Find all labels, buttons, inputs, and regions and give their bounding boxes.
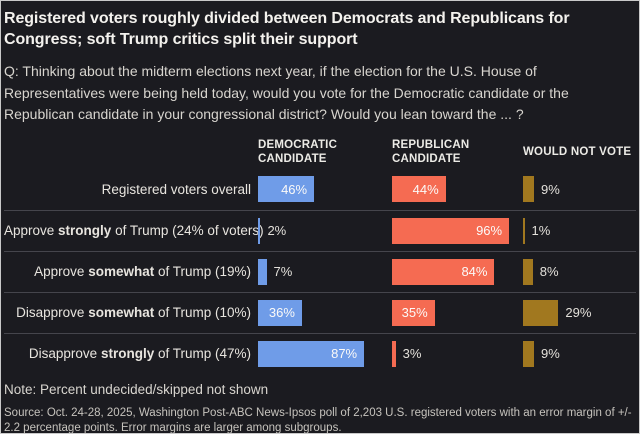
bar-would-not-vote [523, 217, 525, 244]
value-label: 36% [268, 305, 295, 320]
row-label: Disapprove strongly of Trump (47%) [28, 346, 251, 361]
value-label: 96% [476, 223, 503, 238]
row-label: Registered voters overall [101, 181, 251, 197]
bar-cell-republican: 96% [392, 211, 523, 251]
value-label: 7% [273, 264, 293, 279]
value-label: 3% [402, 346, 422, 361]
bar-republican: 35% [392, 299, 435, 326]
chart-source: Source: Oct. 24-28, 2025, Washington Pos… [4, 406, 632, 434]
column-header-democratic: DEMOCRATIC CANDIDATE [258, 138, 338, 165]
value-label: 8% [539, 264, 559, 279]
bar-cell-democratic: 36% [258, 293, 392, 333]
chart-title: Registered voters roughly divided betwee… [4, 10, 570, 48]
bar-would-not-vote [523, 176, 534, 202]
bar-chart: DEMOCRATIC CANDIDATE REPUBLICAN CANDIDAT… [4, 135, 636, 374]
bar-republican: 44% [392, 176, 446, 202]
chart-row: Registered voters overall 46% 44% 9% [4, 169, 636, 210]
bar-democratic: 36% [258, 299, 302, 326]
value-label: 87% [331, 346, 358, 361]
bar-cell-republican: 44% [392, 169, 523, 210]
bar-cell-would-not-vote: 9% [523, 334, 636, 374]
bar-would-not-vote [523, 258, 533, 285]
value-label: 9% [540, 181, 560, 197]
bar-cell-democratic: 87% [258, 334, 392, 374]
poll-question-text: Q: Thinking about the midterm elections … [4, 63, 569, 122]
chart-row: Approve somewhat of Trump (19%) 7% 84% 8% [4, 250, 636, 292]
value-label: 9% [540, 346, 560, 361]
chart-row: Disapprove somewhat of Trump (10%) 36% 35%… [4, 291, 636, 333]
bar-cell-republican: 35% [392, 293, 523, 333]
bar-cell-would-not-vote: 29% [523, 293, 636, 333]
bar-democratic: 87% [258, 340, 365, 367]
value-label: 46% [281, 181, 308, 197]
bar-cell-democratic: 46% [258, 169, 392, 210]
column-header-republican: REPUBLICAN CANDIDATE [392, 138, 470, 165]
row-label: Approve somewhat of Trump (19%) [34, 264, 251, 279]
column-header-row: DEMOCRATIC CANDIDATE REPUBLICAN CANDIDAT… [4, 135, 636, 169]
bar-cell-democratic: 7% [258, 252, 392, 292]
value-label: 1% [531, 223, 551, 238]
column-header-would-not-vote: WOULD NOT VOTE [523, 145, 632, 158]
value-label: 84% [461, 264, 488, 279]
bar-cell-democratic: 2% [258, 211, 392, 251]
bar-cell-would-not-vote: 8% [523, 252, 636, 292]
bar-cell-republican: 3% [392, 334, 523, 374]
bar-would-not-vote [523, 299, 559, 326]
value-label: 29% [565, 305, 592, 320]
bar-would-not-vote [523, 340, 534, 367]
chart-note: Note: Percent undecided/skipped not show… [4, 381, 269, 397]
bar-democratic [258, 258, 267, 285]
value-label: 2% [267, 223, 287, 238]
row-label: Approve strongly of Trump (24% of voters… [4, 223, 264, 238]
bar-republican: 84% [392, 258, 495, 285]
chart-row: Disapprove strongly of Trump (47%) 87% 3% 9… [4, 332, 636, 374]
row-label: Disapprove somewhat of Trump (10%) [16, 305, 251, 320]
value-label: 35% [401, 305, 428, 320]
bar-cell-would-not-vote: 9% [523, 169, 636, 210]
bar-republican [392, 340, 396, 367]
bar-democratic: 46% [258, 176, 315, 202]
chart-row: Approve strongly of Trump (24% of voters… [4, 209, 636, 251]
chart-rows: Registered voters overall 46% 44% 9% Approve… [4, 169, 636, 374]
bar-cell-would-not-vote: 1% [523, 211, 636, 251]
bar-cell-republican: 84% [392, 252, 523, 292]
bar-republican: 96% [392, 217, 510, 244]
bar-democratic [258, 217, 261, 244]
value-label: 44% [412, 181, 439, 197]
